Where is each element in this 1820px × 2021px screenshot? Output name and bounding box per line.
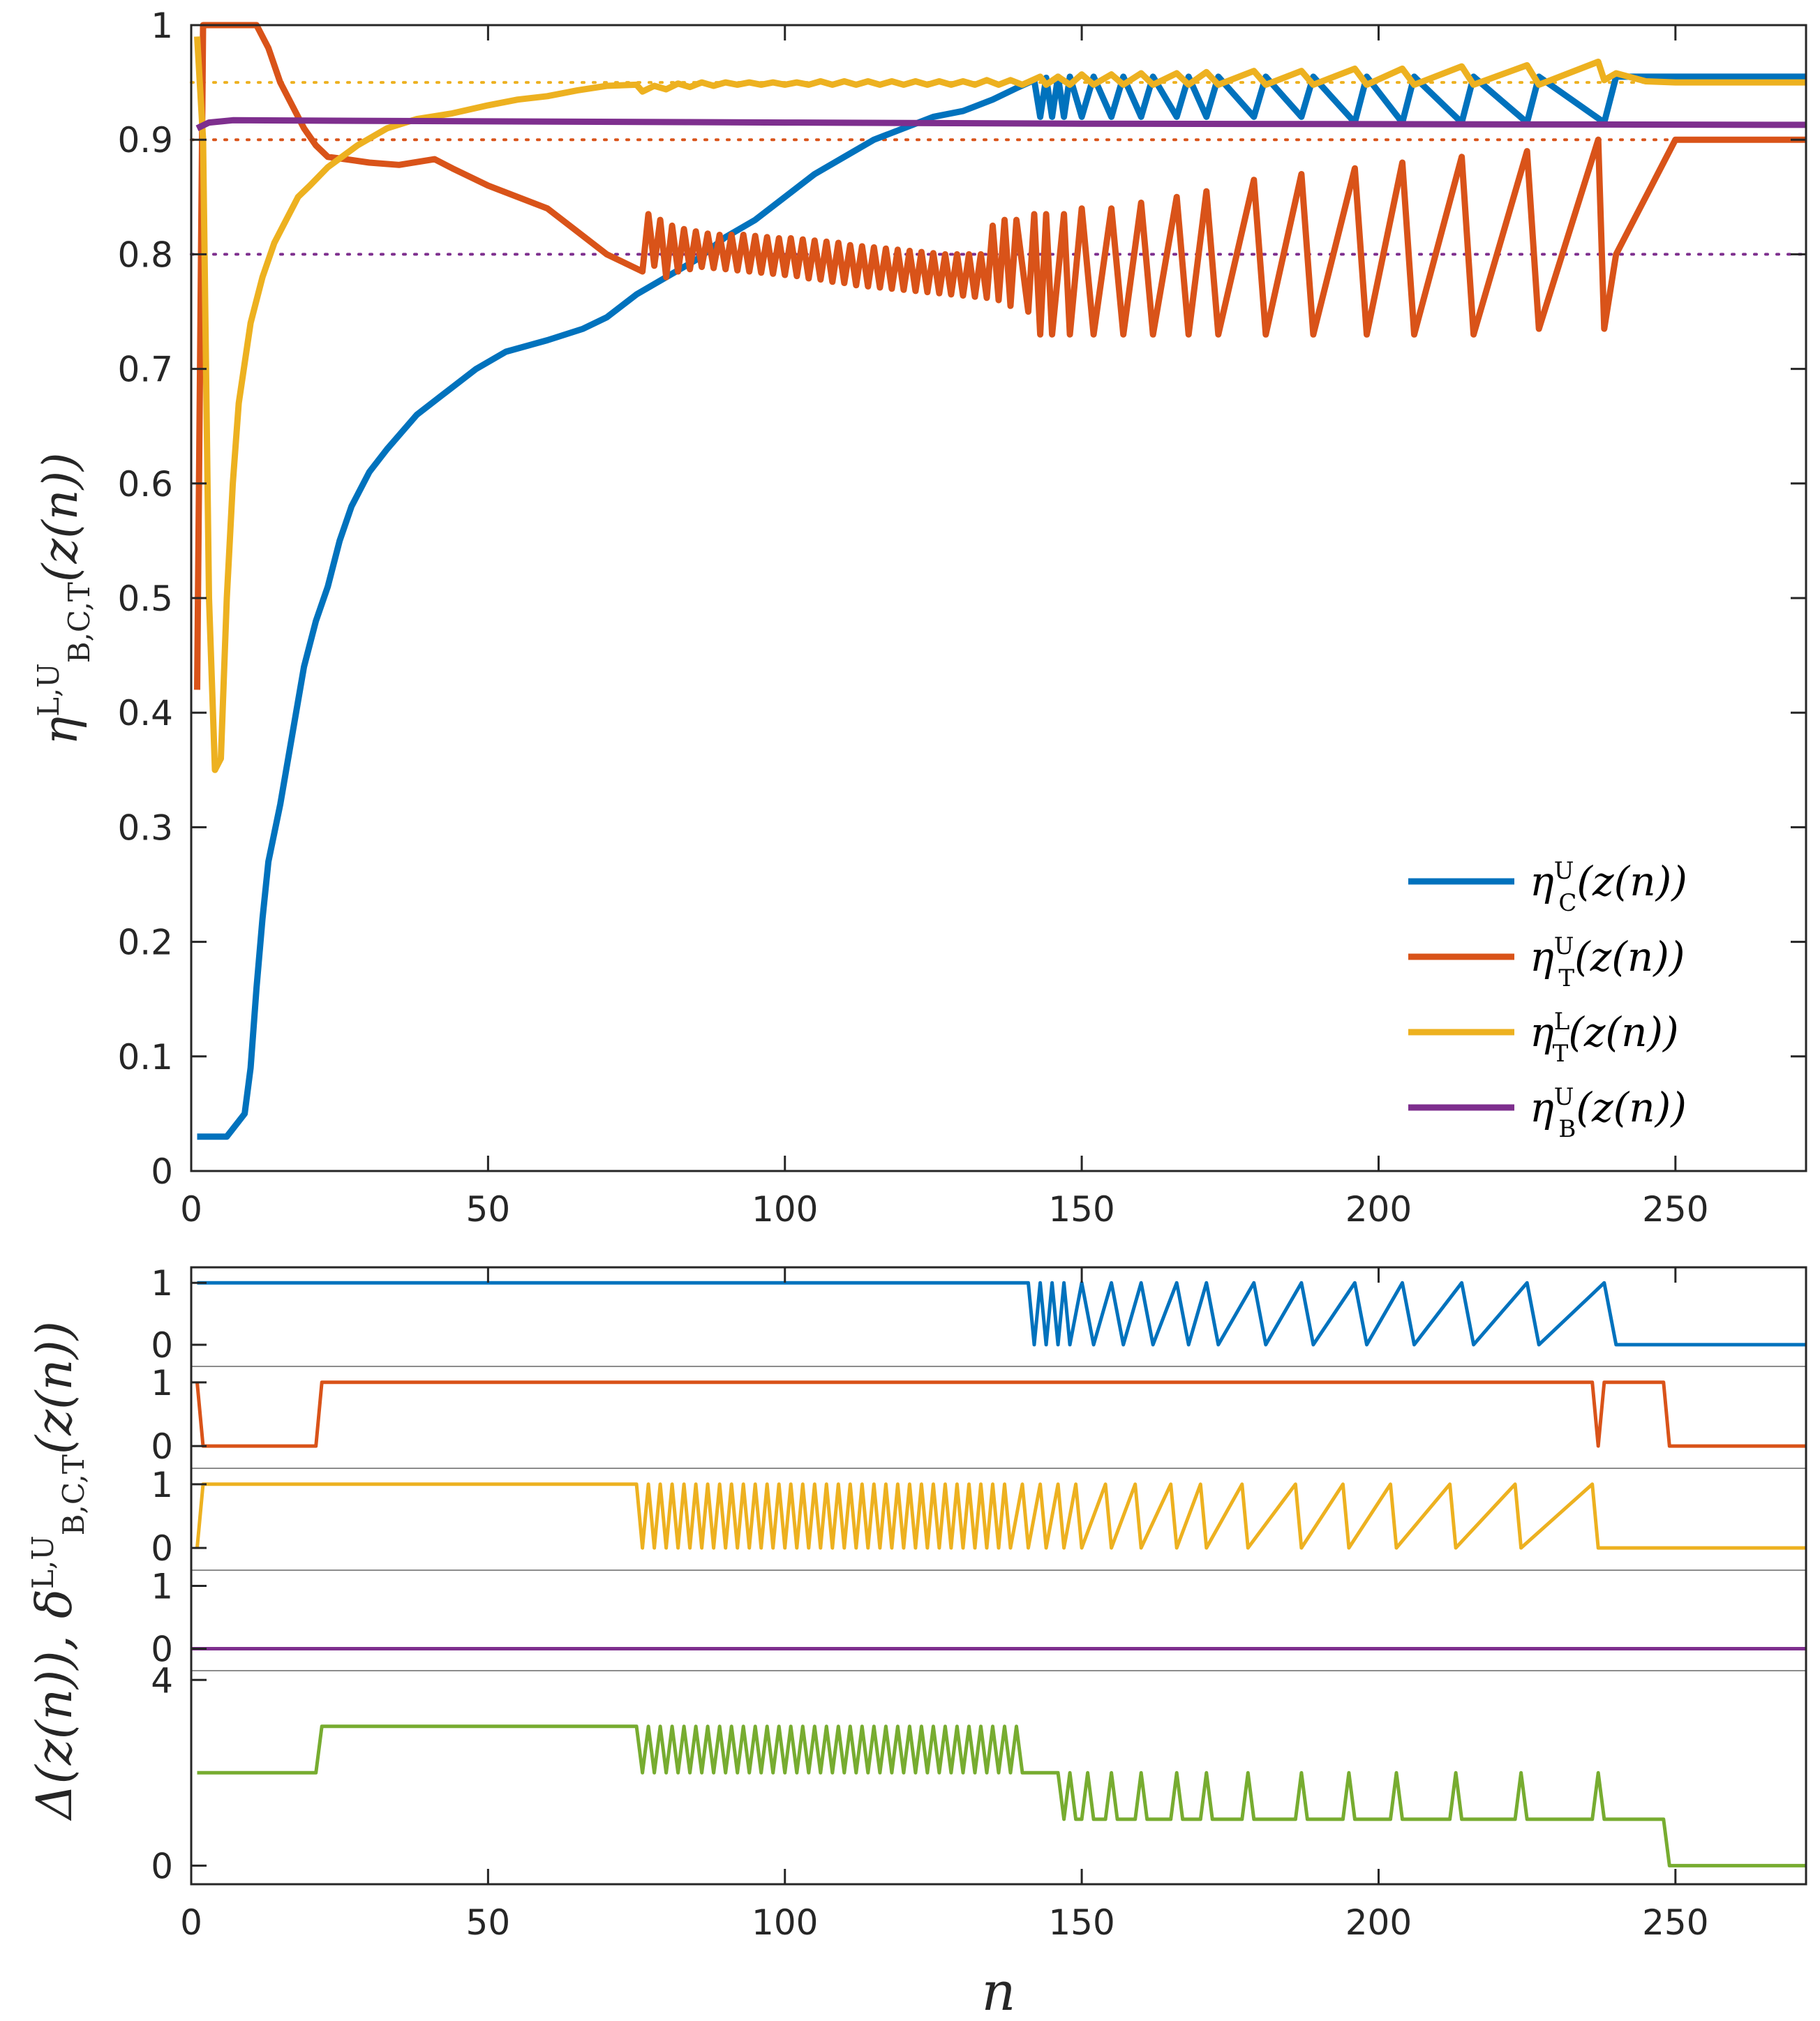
bottom-y-tick-label: 1 — [151, 1567, 173, 1607]
series-eta_C_U — [197, 73, 1806, 1140]
bottom-y-tick-label: 0 — [151, 1426, 173, 1467]
bottom-x-tick-label: 200 — [1345, 1902, 1412, 1943]
bottom-y-tick-label: 1 — [151, 1263, 173, 1304]
top-x-tick-label: 200 — [1345, 1189, 1412, 1230]
bottom-y-tick-label: 0 — [151, 1325, 173, 1366]
legend-label-eta_B_U: ηU B(z(n)) — [1530, 1083, 1687, 1143]
bottom-y-axis-label: Δ(z(n)),δL,UB,C,T(z(n)) — [26, 1321, 91, 1821]
bottom-y-tick-label: 0 — [151, 1846, 173, 1886]
bottom-axes-box — [190, 1266, 1807, 1886]
bottom-y-tick-label: 1 — [151, 1363, 173, 1403]
series-delta_T_U — [195, 1380, 1806, 1448]
top-y-tick-label: 0.7 — [117, 350, 173, 390]
series-Delta — [197, 1724, 1806, 1867]
top-x-tick-label: 50 — [466, 1189, 511, 1230]
top-y-tick-label: 0.3 — [117, 807, 173, 848]
top-y-tick-label: 0.6 — [117, 464, 173, 505]
bottom-y-tick-label: 1 — [151, 1465, 173, 1505]
top-x-tick-label: 250 — [1642, 1189, 1708, 1230]
top-x-tick-label: 100 — [752, 1189, 818, 1230]
top-x-tick-label: 0 — [180, 1189, 202, 1230]
bottom-x-tick-label: 100 — [752, 1902, 818, 1943]
top-y-tick-label: 0.4 — [117, 693, 173, 733]
top-x-tick-label: 150 — [1048, 1189, 1114, 1230]
bottom-y-tick-label: 0 — [151, 1528, 173, 1569]
series-delta_C_U — [197, 1281, 1806, 1347]
top-y-axis-label: ηL,UB,C,T(z(n)) — [31, 452, 96, 745]
top-chart: 0 50 100 150 200 250 0 0.1 0.2 0.3 0.4 0.5 0.6 0.7 0.8… — [31, 6, 1807, 1230]
top-y-tick-label: 0.8 — [117, 234, 173, 275]
top-y-tick-label: 0.9 — [117, 120, 173, 161]
top-axes-box — [190, 24, 1807, 1172]
top-y-tick-label: 0 — [151, 1151, 173, 1192]
legend-label-eta_C_U: ηU C(z(n)) — [1530, 857, 1687, 917]
top-y-tick-label: 1 — [151, 6, 173, 46]
legend-label-eta_T_L: ηL T(z(n)) — [1530, 1008, 1679, 1068]
legend: ηU C(z(n)) ηU T(z(n)) ηL T(z(n)) ηU B(z(n)) — [1408, 857, 1687, 1143]
top-y-tick-label: 0.5 — [117, 579, 173, 619]
bottom-x-tick-label: 250 — [1642, 1902, 1708, 1943]
series-eta_B_U — [195, 117, 1807, 131]
series-delta_T_L — [195, 1482, 1806, 1550]
bottom-y-tick-label: 0 — [151, 1630, 173, 1670]
legend-label-eta_T_U: ηU T(z(n)) — [1530, 932, 1685, 992]
bottom-y-tick-label: 4 — [151, 1660, 173, 1701]
top-y-tick-label: 0.1 — [117, 1037, 173, 1077]
bottom-x-tick-label: 150 — [1048, 1902, 1114, 1943]
x-axis-label: n — [982, 1960, 1016, 2021]
series-eta_T_L — [194, 36, 1806, 773]
top-y-tick-label: 0.2 — [117, 923, 173, 963]
bottom-x-tick-label: 50 — [466, 1902, 511, 1943]
bottom-x-tick-label: 0 — [180, 1902, 202, 1943]
series-eta_T_U — [194, 22, 1806, 690]
